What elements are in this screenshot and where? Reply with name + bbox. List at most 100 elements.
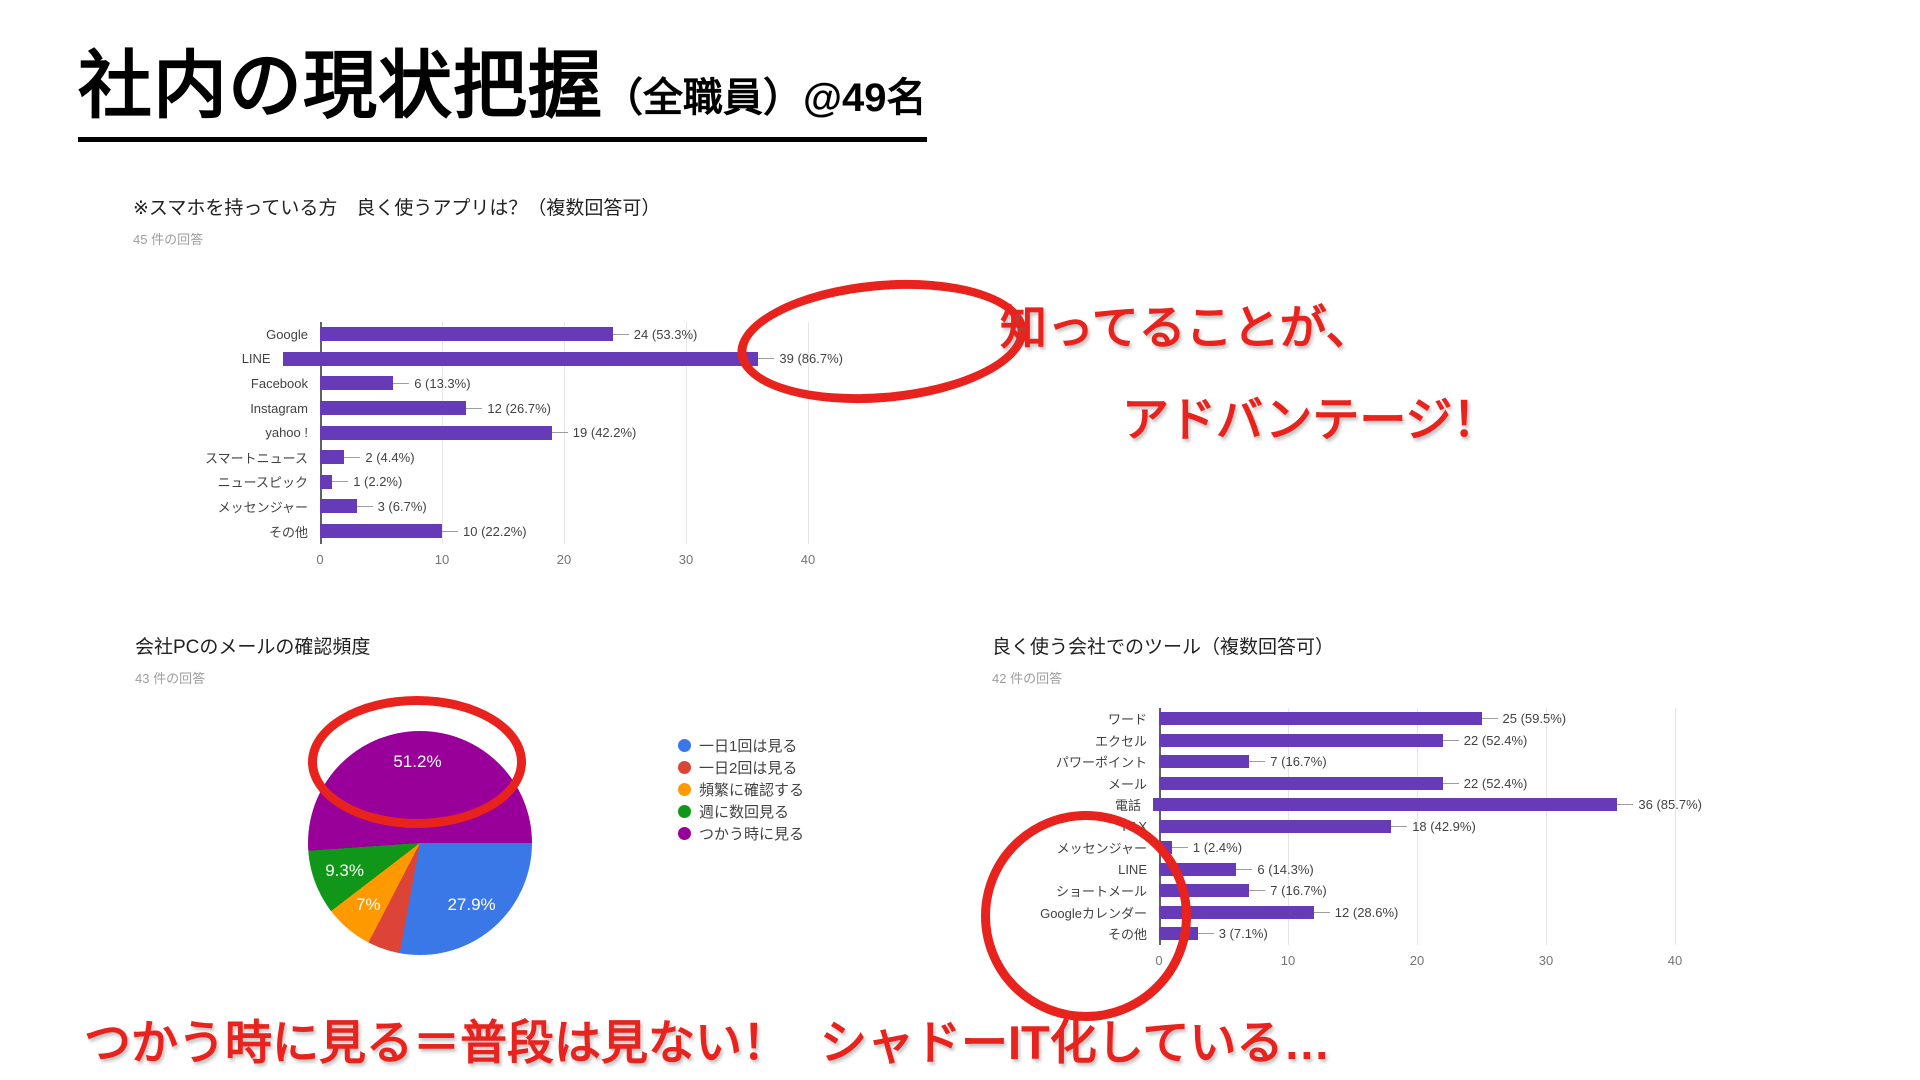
highlight-ellipse-shadow-it-tools [981, 811, 1191, 1021]
legend-item-label: つかう時に見る [699, 825, 805, 843]
bar-category-label: メッセンジャー [217, 499, 308, 515]
mail-check-frequency-pie-chart: 会社PCのメールの確認頻度 43 件の回答 27.9% 7% 9.3% 51.2% 一… [135, 632, 895, 1002]
bar [320, 401, 467, 416]
pie-conclusion-annotation: つかう時に見る＝普段は見ない！ [84, 1016, 789, 1069]
legend-item-label: 一日1回は見る [699, 737, 798, 755]
legend-item: つかう時に見る [678, 822, 804, 844]
bar-category-label: Google [266, 326, 308, 342]
bar-category-label: メール [1107, 776, 1147, 792]
bar-value-label: 12 (26.7%) [487, 400, 551, 416]
bar-category-label: スマートニュース [205, 450, 308, 466]
bar-row: その他 10 (22.2%) [133, 519, 843, 544]
value-connector [466, 407, 483, 409]
x-tick-label: 10 [434, 552, 450, 567]
legend-color-dot [678, 782, 691, 796]
bar-value-label: 7 (16.7%) [1270, 883, 1327, 899]
legend-item-label: 週に数回見る [699, 803, 790, 821]
bar-category-label: ニュースピック [217, 475, 308, 491]
bar-row: Facebook 6 (13.3%) [133, 371, 843, 396]
legend-color-dot [678, 760, 691, 774]
advantage-annotation: 知ってることが、 アドバンテージ！ [1000, 282, 1499, 465]
bar [320, 474, 333, 489]
value-connector [1249, 890, 1266, 892]
bar-row: 電話 36 (85.7%) [992, 794, 1702, 816]
bar-row: Google 24 (53.3%) [133, 322, 843, 347]
value-connector [551, 432, 568, 434]
bar-row: Instagram 12 (26.7%) [133, 396, 843, 421]
bar-value-label: 3 (6.7%) [377, 498, 427, 514]
pie-slice-label: 7% [355, 894, 381, 914]
smartphone-apps-bar-chart: ※スマホを持っている方 良く使うアプリは？（複数回答可） 45 件の回答 0 10… [133, 193, 843, 588]
bar-value-label: 12 (28.6%) [1334, 904, 1399, 920]
bar-category-label: Instagram [250, 400, 308, 416]
bar-row: LINE 39 (86.7%) [133, 347, 843, 372]
bar [320, 425, 552, 440]
legend-item: 一日2回は見る [678, 756, 804, 778]
bar-value-label: 24 (53.3%) [633, 326, 698, 342]
chart-title: ※スマホを持っている方 良く使うアプリは？（複数回答可） [133, 198, 661, 219]
bar-value-label: 3 (7.1%) [1218, 926, 1268, 942]
value-connector [344, 456, 361, 458]
chart-response-count: 43 件の回答 [135, 671, 206, 686]
legend-item: 頻繁に確認する [678, 778, 804, 800]
bar-value-label: 1 (2.2%) [353, 474, 403, 490]
bar-row: エクセル 22 (52.4%) [992, 730, 1702, 752]
bar-row: スマートニュース 2 (4.4%) [133, 445, 843, 470]
x-gridline [686, 322, 687, 544]
bar-value-label: 25 (59.5%) [1502, 711, 1567, 727]
bar-value-label: 2 (4.4%) [365, 449, 415, 465]
bar [1153, 798, 1618, 812]
value-connector [1617, 804, 1634, 806]
value-connector [1313, 911, 1330, 913]
value-connector [612, 333, 629, 335]
value-connector [1481, 718, 1498, 720]
bar [320, 450, 345, 465]
bar-category-label: ワード [1107, 712, 1147, 728]
bar [1159, 733, 1443, 747]
bar-value-label: 39 (86.7%) [779, 351, 843, 367]
legend-color-dot [678, 738, 691, 752]
bar [1159, 712, 1482, 726]
x-gridline [808, 322, 809, 544]
legend-item-label: 頻繁に確認する [699, 781, 805, 799]
x-tick-label: 20 [1409, 953, 1425, 968]
bar-category-label: 電話 [1115, 798, 1142, 814]
legend-item: 一日1回は見る [678, 734, 804, 756]
value-connector [1442, 782, 1459, 784]
value-connector [1249, 761, 1266, 763]
bar-value-label: 22 (52.4%) [1463, 732, 1528, 748]
bar-row: メール 22 (52.4%) [992, 773, 1702, 795]
x-gridline [1417, 708, 1418, 945]
slide-title-main: 社内の現状把握 [78, 44, 603, 127]
x-tick-label: 10 [1280, 953, 1296, 968]
legend-color-dot [678, 826, 691, 840]
bar-row: パワーポイント 7 (16.7%) [992, 751, 1702, 773]
bar-category-label: yahoo ! [265, 425, 308, 441]
pie-legend: 一日1回は見る 一日2回は見る頻繁に確認する 週に数回見る つかう時に見る [678, 734, 804, 844]
x-tick-label: 40 [1667, 953, 1683, 968]
x-tick-label: 30 [678, 552, 694, 567]
bar-rows: Google 24 (53.3%) LINE 39 (86.7%) Facebook 6 … [133, 322, 843, 543]
bar [282, 351, 759, 366]
bar [320, 327, 613, 342]
value-connector [1236, 868, 1253, 870]
bar [1159, 905, 1314, 919]
bar-row: ワード 25 (59.5%) [992, 708, 1702, 730]
bar [320, 376, 394, 391]
value-connector [1391, 825, 1408, 827]
value-connector [1171, 847, 1188, 849]
bar-value-label: 7 (16.7%) [1270, 754, 1327, 770]
bar-category-label: エクセル [1094, 733, 1147, 749]
bar-value-label: 6 (13.3%) [414, 375, 471, 391]
bar-value-label: 19 (42.2%) [572, 425, 637, 441]
bar-category-label: パワーポイント [1055, 755, 1147, 771]
value-connector [1197, 933, 1214, 935]
pie-slice-label: 27.9% [447, 894, 496, 914]
x-gridline [1546, 708, 1547, 945]
value-connector [1442, 739, 1459, 741]
bar-value-label: 36 (85.7%) [1638, 797, 1702, 813]
bar [320, 499, 357, 514]
bar-value-label: 18 (42.9%) [1412, 818, 1476, 834]
chart-title: 良く使う会社でのツール（複数回答可） [992, 637, 1335, 658]
